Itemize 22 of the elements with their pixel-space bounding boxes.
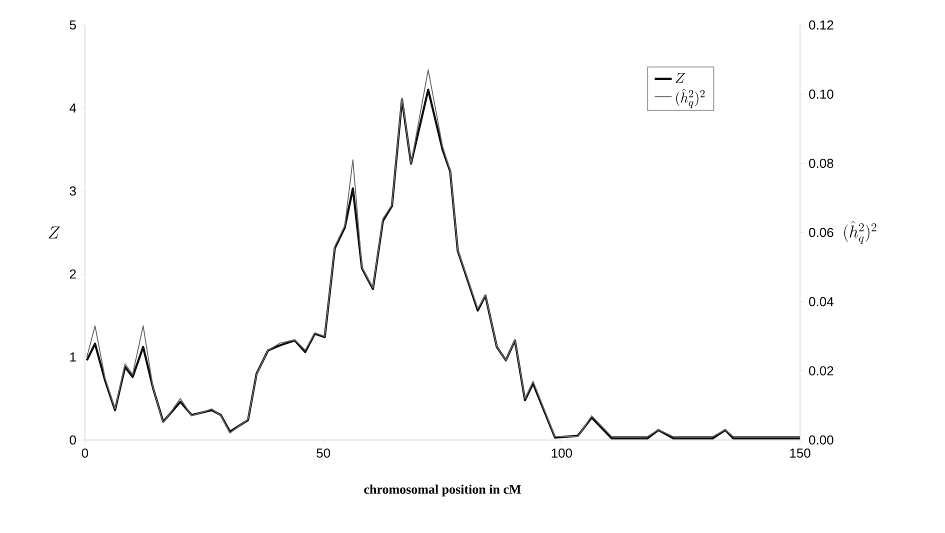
y2-tick-label: 0.02: [809, 366, 834, 376]
y2-tick-label: 0.04: [809, 297, 834, 306]
x-tick-label: 50: [316, 448, 330, 458]
y-tick-label: 2: [70, 269, 76, 279]
y-tick-label: 4: [70, 104, 76, 112]
legend-label: $(\hat{h}_q^2)^2$: [676, 88, 705, 108]
x-tick-label: 0: [82, 448, 88, 458]
y2-axis-title: $(\hat{h}_q^2)^2$: [844, 220, 876, 244]
x-tick-label: 150: [790, 448, 810, 458]
x-tick-label: 100: [552, 448, 572, 458]
y-tick-label: 1: [70, 352, 76, 362]
y2-tick-label: 0.10: [809, 90, 834, 99]
x-axis-title: chromosomal position in cM: [364, 484, 521, 496]
y-tick-label: 0: [70, 435, 76, 445]
y2-tick-label: 0.12: [809, 20, 834, 30]
legend-label: $Z$: [676, 72, 686, 83]
y2-tick-label: 0.00: [809, 435, 834, 445]
y-tick-label: 5: [70, 20, 76, 30]
y2-tick-label: 0.08: [809, 158, 834, 168]
y2-tick-label: 0.06: [809, 228, 834, 238]
y-tick-label: 3: [70, 186, 76, 196]
y-axis-title: $Z$: [48, 226, 60, 238]
